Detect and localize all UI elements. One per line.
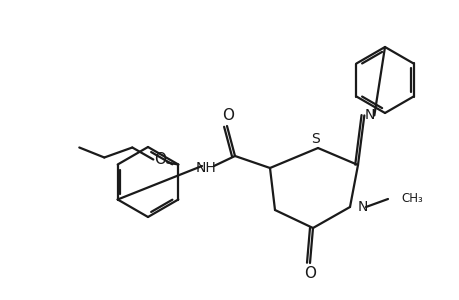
Text: S: S — [311, 132, 319, 146]
Text: O: O — [303, 266, 315, 280]
Text: N: N — [357, 200, 368, 214]
Text: O: O — [222, 109, 234, 124]
Text: NH: NH — [195, 161, 216, 175]
Text: O: O — [154, 152, 166, 167]
Text: CH₃: CH₃ — [400, 193, 422, 206]
Text: N: N — [364, 108, 374, 122]
